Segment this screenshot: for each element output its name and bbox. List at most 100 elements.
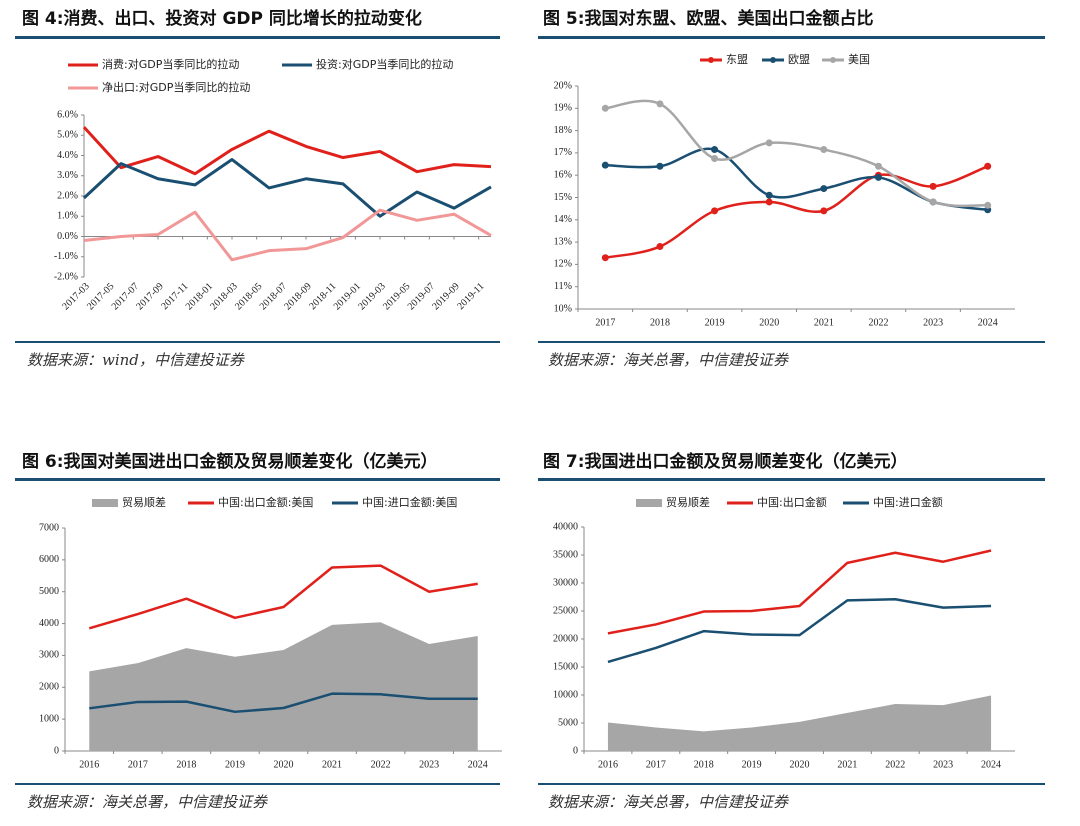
x-tick-label: 2016 [79,759,99,770]
y-tick-label: 25000 [553,605,578,616]
x-tick-label: 2018 [694,759,714,770]
point [601,254,609,262]
rule [538,36,1045,39]
x-tick-label: 2022 [371,759,391,770]
y-tick-label: 7000 [39,522,59,533]
legend-label: 中国:出口金额:美国 [218,495,313,509]
line [83,208,492,262]
x-tick-label: 2022 [868,317,888,328]
rule [15,36,500,39]
area [607,695,992,751]
y-tick-label: 18% [554,125,572,136]
y-tick-label: 0 [54,745,59,756]
x-tick-label: 2021 [837,759,857,770]
point [929,182,937,190]
y-tick-label: -1.0% [54,251,78,262]
y-tick-label: -2.0% [54,271,78,282]
x-tick-label: 2020 [274,759,294,770]
panel-rules [15,36,1045,785]
point [874,173,882,181]
y-tick-label: 15000 [553,661,578,672]
point [656,243,664,251]
line [605,99,988,208]
y-tick-label: 13% [554,236,572,247]
legend-swatch [92,499,118,507]
y-tick-label: 15% [554,192,572,203]
y-tick-label: 3000 [39,650,59,661]
legend-label: 贸易顺差 [122,495,166,509]
point [820,185,828,193]
point [765,191,773,199]
line [607,549,992,635]
point [984,162,992,170]
y-tick-label: 40000 [553,521,578,532]
y-tick-label: 10% [554,303,572,314]
rule [538,341,1045,343]
y-tick-label: 16% [554,169,572,180]
x-tick-label: 2020 [759,317,779,328]
panel-title: 图 5:我国对东盟、欧盟、美国出口金额占比 [543,8,874,29]
x-tick-label: 2024 [981,759,1001,770]
x-tick-label: 2017 [128,759,148,770]
panel-title: 图 6:我国对美国进出口金额及贸易顺差变化（亿美元） [22,451,438,472]
y-tick-label: 5000 [39,586,59,597]
legend-label: 中国:出口金额 [757,495,827,509]
x-tick-label: 2024 [978,317,998,328]
rule [538,783,1045,785]
y-tick-label: 35000 [553,549,578,560]
y-tick-label: 1.0% [57,211,78,222]
point [820,207,828,215]
y-tick-label: 6000 [39,554,59,565]
x-tick-label: 2018 [650,317,670,328]
legend-swatch [636,499,662,507]
x-tick-label: 2023 [419,759,439,770]
area [89,622,478,751]
y-tick-label: 19% [554,103,572,114]
legend-marker [708,57,714,63]
legend-label: 欧盟 [788,53,810,66]
source-note: 数据来源：海关总署，中信建投证券 [27,793,268,811]
x-tick-label: 2016 [598,759,618,770]
legend-label: 中国:进口金额:美国 [362,495,457,509]
point [820,146,828,154]
source-note: 数据来源：海关总署，中信建投证券 [548,351,789,369]
source-note: 数据来源：海关总署，中信建投证券 [548,793,789,811]
y-tick-label: 0 [573,745,578,756]
y-tick-label: 4.0% [57,150,78,161]
y-tick-label: 0.0% [57,231,78,242]
x-tick-label: 2019 [225,759,245,770]
x-tick-label: 2022 [885,759,905,770]
y-tick-label: 5000 [558,717,578,728]
line [82,126,492,176]
line [89,692,478,714]
x-tick-label: 2019-11 [455,281,486,312]
point [874,162,882,170]
y-tick-label: 14% [554,214,572,225]
point [984,201,992,209]
y-tick-label: 4000 [39,618,59,629]
y-tick-label: 2000 [39,682,59,693]
x-tick-label: 2023 [933,759,953,770]
point [601,161,609,169]
point [711,146,719,154]
point [929,198,937,206]
x-tick-label: 2021 [322,759,342,770]
x-tick-label: 2019 [705,317,725,328]
panel-title: 图 7:我国进出口金额及贸易顺差变化（亿美元） [543,451,908,472]
y-tick-label: 30000 [553,577,578,588]
x-tick-label: 2018-09 [282,281,313,312]
rule [15,478,500,481]
point [711,154,719,162]
legend-label: 消费:对GDP当季同比的拉动 [102,57,239,71]
y-tick-label: 1000 [39,713,59,724]
y-tick-label: 10000 [553,689,578,700]
x-tick-label: 2020 [790,759,810,770]
x-tick-label: 2017 [646,759,666,770]
x-tick-label: 2017 [595,317,615,328]
point [765,139,773,147]
x-tick-label: 2017-09 [134,281,165,312]
legend-label: 美国 [848,53,870,66]
y-tick-label: 20000 [553,633,578,644]
x-tick-label: 2021 [814,317,834,328]
